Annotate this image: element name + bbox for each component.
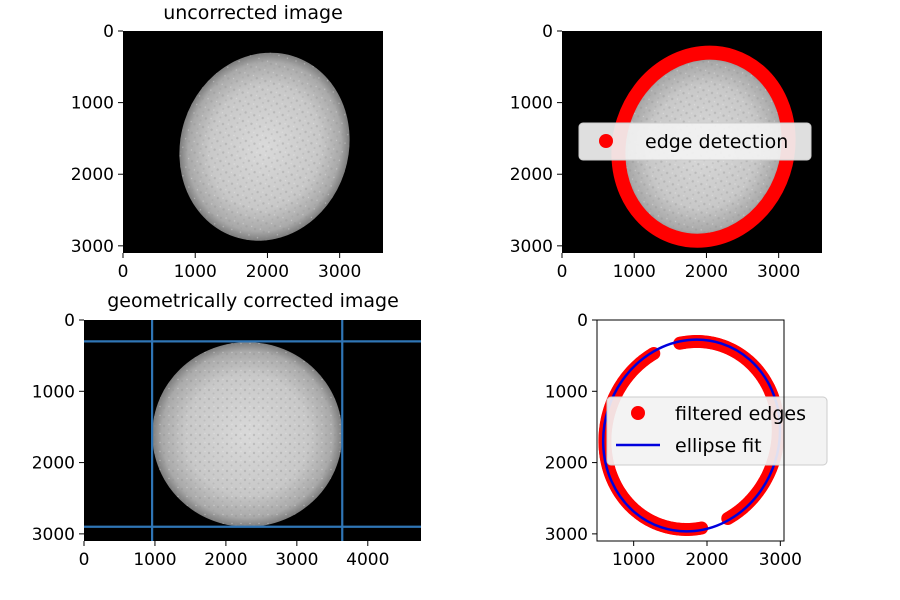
sun-granulation — [152, 342, 343, 527]
y-tick-label: 3000 — [32, 525, 75, 545]
y-tick-label: 1000 — [71, 94, 114, 114]
x-tick-label: 1000 — [613, 262, 656, 282]
x-tick-label: 0 — [118, 262, 129, 282]
panel-ellipse-fit: filtered edges ellipse fit 1000 2000 3000 0… — [545, 311, 828, 570]
y-tick-label: 1000 — [32, 382, 75, 402]
y-tick-label: 0 — [64, 311, 75, 331]
x-tick-label: 3000 — [759, 550, 802, 570]
sun-granulation — [179, 52, 350, 241]
legend-marker-dot — [631, 406, 645, 420]
y-tick-label: 2000 — [32, 454, 75, 474]
x-tick-label: 4000 — [346, 550, 389, 570]
x-tick-label: 3000 — [275, 550, 318, 570]
x-tick-label: 3000 — [318, 262, 361, 282]
y-tick-label: 2000 — [545, 454, 588, 474]
x-tick-label: 0 — [557, 262, 568, 282]
x-tick-label: 2000 — [246, 262, 289, 282]
x-tick-label: 1000 — [612, 550, 655, 570]
panel-uncorrected: uncorrected image 0 1000 2000 3000010002000… — [71, 2, 383, 282]
plot-frame — [596, 319, 785, 542]
x-tick-label: 2000 — [685, 550, 728, 570]
panel-edge-detection: edge detection 0 1000 2000 3000010002000300… — [510, 22, 822, 282]
y-tick-label: 3000 — [510, 237, 553, 257]
x-tick-label: 1000 — [174, 262, 217, 282]
y-tick-label: 2000 — [71, 165, 114, 185]
legend: edge detection — [578, 122, 812, 161]
legend-label: edge detection — [645, 131, 788, 153]
legend-label: filtered edges — [675, 403, 806, 425]
x-tick-label: 3000 — [757, 262, 800, 282]
y-tick-label: 3000 — [71, 237, 114, 257]
y-tick-label: 0 — [542, 22, 553, 42]
axis-ticks: 1000 2000 3000 0 1000 2000 3000 — [545, 311, 802, 570]
y-tick-label: 3000 — [545, 525, 588, 545]
x-tick-label: 2000 — [685, 262, 728, 282]
legend: filtered edges ellipse fit — [606, 396, 828, 466]
axis-ticks: 0 1000 2000 3000 4000 0 1000 2000 3000 — [32, 311, 390, 570]
y-tick-label: 1000 — [545, 382, 588, 402]
guide-lines — [84, 320, 421, 541]
legend-label: ellipse fit — [675, 435, 762, 457]
x-tick-label: 1000 — [133, 550, 176, 570]
legend-marker-dot — [599, 134, 613, 148]
x-tick-label: 2000 — [204, 550, 247, 570]
y-tick-label: 2000 — [510, 165, 553, 185]
panel-title: geometrically corrected image — [107, 290, 399, 312]
panel-corrected: geometrically corrected image 0 1000 2000 3… — [32, 290, 421, 570]
y-tick-label: 0 — [577, 311, 588, 331]
edge-detection-band — [611, 45, 796, 248]
x-tick-label: 0 — [79, 550, 90, 570]
y-tick-label: 0 — [103, 22, 114, 42]
y-tick-label: 1000 — [510, 94, 553, 114]
panel-title: uncorrected image — [163, 2, 343, 24]
